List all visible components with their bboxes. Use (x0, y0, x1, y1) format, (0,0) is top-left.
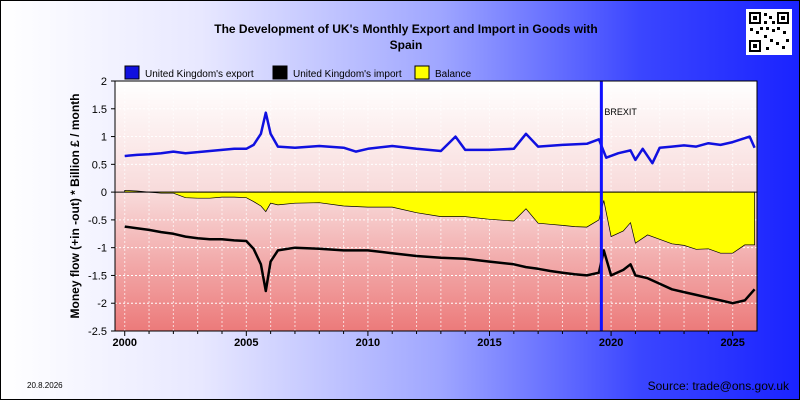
y-tick-label: 2 (101, 76, 107, 88)
legend-label: Balance (435, 69, 472, 80)
plot-border (114, 80, 758, 332)
series-import-line (124, 225, 756, 305)
y-tick-label: -2 (97, 298, 107, 310)
y-axis-label: Money flow (+in -out) * Billion £ / mont… (68, 94, 82, 319)
chart-title: The Development of UK's Monthly Export a… (131, 21, 681, 53)
y-tick-label: 0 (101, 187, 107, 199)
x-tick-label: 2005 (234, 337, 258, 349)
x-tick-label: 2025 (720, 337, 744, 349)
y-tick-label: -1.5 (88, 270, 107, 282)
legend-swatch (414, 65, 430, 80)
y-tick-label: 1.5 (92, 104, 107, 116)
y-tick-label: 0.5 (92, 159, 107, 171)
chart-title-line-2: Spain (389, 38, 423, 52)
date-label: 20.8.2026 (27, 381, 63, 390)
legend-swatch (124, 65, 140, 80)
x-tick-label: 2015 (477, 337, 501, 349)
legend-label: United Kingdom's import (293, 69, 402, 80)
legend-label: United Kingdom's export (145, 69, 254, 80)
source-label: Source: trade@ons.gov.uk (647, 379, 789, 393)
y-tick-label: -1 (97, 243, 107, 255)
y-tick-label: -0.5 (88, 215, 107, 227)
x-tick-label: 2020 (599, 337, 623, 349)
series-balance-area (124, 190, 755, 254)
y-tick-label: 1 (101, 132, 107, 144)
qr-code-icon (746, 9, 792, 55)
x-tick-label: 2010 (356, 337, 380, 349)
y-tick-label: -2.5 (88, 326, 107, 338)
series-export-line (124, 111, 756, 165)
brexit-label: BREXIT (604, 107, 637, 117)
legend-swatch (272, 65, 288, 80)
chart-title-line-1: The Development of UK's Monthly Export a… (214, 22, 598, 36)
x-tick-label: 2000 (112, 337, 136, 349)
